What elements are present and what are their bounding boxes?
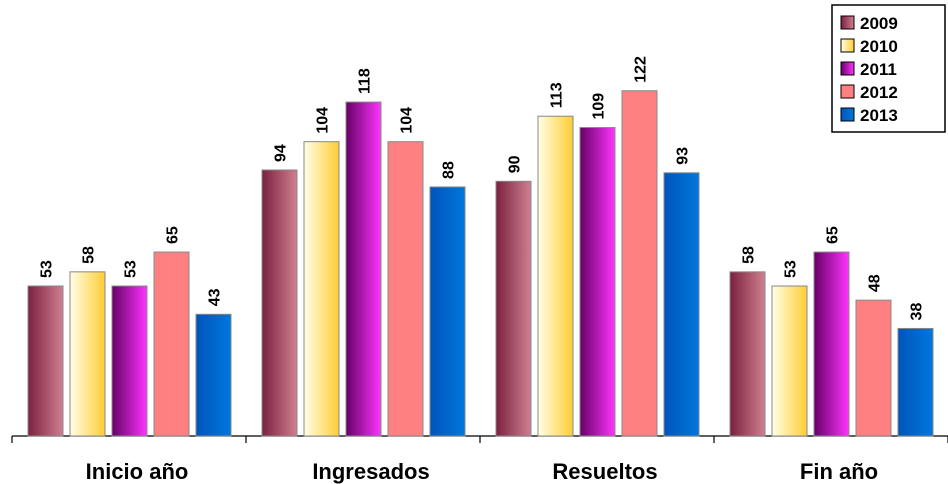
legend-swatch-2013 — [840, 107, 855, 122]
bar-2011-0 — [111, 285, 148, 437]
bar-2010-3 — [771, 285, 808, 437]
value-label: 53 — [39, 260, 56, 278]
category-label: Ingresados — [312, 459, 429, 484]
category-label: Inicio año — [86, 459, 189, 484]
legend-label: 2013 — [860, 106, 898, 125]
bars-layer — [27, 90, 934, 437]
bar-2010-2 — [537, 115, 574, 437]
bar-2013-1 — [429, 186, 466, 437]
value-label: 93 — [675, 147, 692, 165]
x-axis — [11, 435, 948, 443]
bar-2013-0 — [195, 313, 232, 437]
value-label: 109 — [591, 93, 608, 120]
legend-label: 2009 — [860, 14, 898, 33]
value-label: 53 — [783, 260, 800, 278]
bar-2013-3 — [897, 327, 934, 437]
bar-2009-3 — [729, 271, 766, 437]
value-label: 104 — [315, 107, 332, 134]
value-label: 65 — [825, 226, 842, 244]
bar-2011-1 — [345, 101, 382, 437]
bar-2009-2 — [495, 180, 532, 437]
legend-label: 2012 — [860, 83, 898, 102]
value-label: 65 — [165, 226, 182, 244]
legend-swatch-2009 — [840, 15, 855, 30]
value-label: 58 — [741, 246, 758, 264]
legend-swatch-2011 — [840, 61, 855, 76]
legend-label: 2010 — [860, 37, 898, 56]
value-label: 48 — [867, 274, 884, 292]
value-label: 94 — [273, 144, 290, 162]
legend: 2009 2010 2011 2012 2013 — [831, 4, 946, 133]
category-labels-layer: Inicio año Ingresados Resueltos Fin año — [86, 459, 878, 484]
value-label: 58 — [81, 246, 98, 264]
value-label: 53 — [123, 260, 140, 278]
bar-2010-1 — [303, 141, 340, 437]
value-label: 104 — [399, 107, 416, 134]
category-label: Resueltos — [552, 459, 657, 484]
value-label: 113 — [549, 82, 566, 108]
value-label: 122 — [633, 56, 650, 83]
legend-swatch-2010 — [840, 38, 855, 53]
bar-2010-0 — [69, 271, 106, 437]
bar-2009-1 — [261, 169, 298, 437]
value-label: 88 — [441, 161, 458, 179]
legend-swatch-2012 — [840, 84, 855, 99]
category-label: Fin año — [800, 459, 878, 484]
bar-2012-3 — [855, 299, 892, 437]
value-label: 118 — [357, 68, 374, 94]
value-label: 43 — [207, 288, 224, 306]
bar-2013-2 — [663, 172, 700, 437]
bar-2012-2 — [621, 90, 658, 437]
legend-label: 2011 — [860, 60, 897, 79]
bar-2011-2 — [579, 127, 616, 437]
value-label: 90 — [507, 155, 524, 173]
bar-2011-3 — [813, 251, 850, 437]
value-label: 38 — [909, 303, 926, 321]
bar-2012-1 — [387, 141, 424, 437]
value-labels-layer: 53 58 53 65 43 94 104 118 104 88 90 113 109 122 93 58 53… — [39, 56, 926, 321]
bar-2009-0 — [27, 285, 64, 437]
bar-2012-0 — [153, 251, 190, 437]
